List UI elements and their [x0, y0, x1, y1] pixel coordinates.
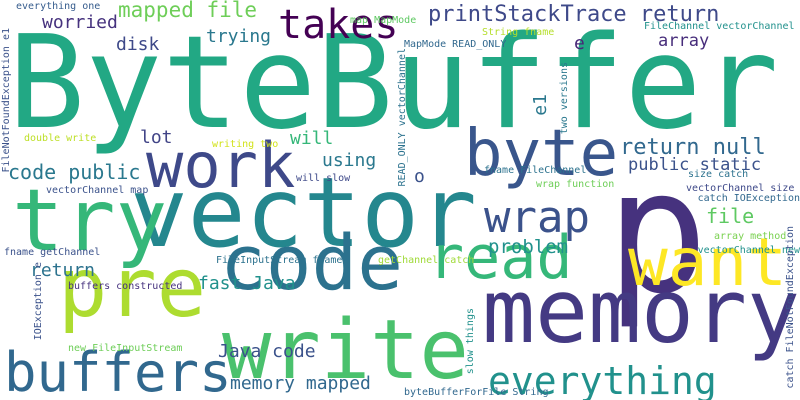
- word-using: using: [322, 150, 377, 171]
- word-vectorchannel-new: vectorChannel new: [697, 245, 800, 256]
- word-catch-ioexception: catch IOException: [697, 193, 800, 204]
- word-bytebufferforfile-string: byteBufferForFile String: [404, 387, 549, 398]
- word-return-null: return null: [620, 135, 766, 160]
- word-array: array: [658, 31, 710, 51]
- word-vectorchannel-map: vectorChannel map: [46, 185, 149, 196]
- word-return: return: [30, 260, 96, 281]
- word-read: read: [428, 223, 573, 293]
- word-byte: byte: [464, 117, 619, 191]
- word-java-code: Java code: [218, 341, 316, 362]
- word-wrap-function: wrap function: [536, 179, 615, 190]
- word-everything: everything: [488, 359, 717, 400]
- word-will-slow: will slow: [296, 173, 351, 184]
- word-write: write: [222, 303, 469, 398]
- word-code: code: [220, 218, 404, 307]
- word-disk: disk: [116, 34, 160, 55]
- word-try: try: [12, 171, 168, 271]
- word-o: o: [414, 166, 425, 187]
- word-code-public: code public: [8, 160, 141, 184]
- word-wrap: wrap: [484, 192, 590, 243]
- word-fname-filechannel: fname FileChannel: [484, 165, 587, 176]
- word-problem: problem: [488, 236, 569, 258]
- word-array-method: array method: [714, 231, 787, 242]
- word-buffers: buffers: [4, 341, 232, 400]
- word-will: will: [290, 128, 334, 149]
- word-fileinputstream-fname: FileInputStream fname: [216, 255, 343, 266]
- word-catch-filenotfoundexception: catch FileNotFoundException: [785, 226, 796, 389]
- word-filenotfoundexception-e1: FileNotFoundException e1: [1, 28, 12, 173]
- word-want: want: [628, 224, 787, 301]
- word-e1: e1: [530, 94, 551, 116]
- word-printstacktrace-return: printStackTrace return: [428, 2, 720, 27]
- word-fname-getchannel: fname getChannel: [4, 247, 101, 258]
- word-file: file: [706, 204, 755, 228]
- word-slow-things: slow things: [465, 308, 476, 375]
- word-mapmode-read-only: MapMode READ_ONLY: [404, 39, 507, 50]
- word-work: work: [146, 129, 296, 202]
- word-vector: vector: [130, 157, 477, 269]
- word-takes: takes: [278, 2, 399, 48]
- word-mapped-file: mapped file: [118, 0, 258, 22]
- word-filechannel-vectorchannel: FileChannel vectorChannel: [644, 21, 795, 32]
- word-memory-mapped: memory mapped: [230, 373, 371, 394]
- word-pre: pre: [58, 241, 207, 336]
- word-fast-java: fast Java: [198, 273, 296, 294]
- word-string-fname: String fname: [482, 27, 555, 38]
- word-vectorchannel-size: vectorChannel size: [686, 183, 795, 194]
- word-lot: lot: [140, 127, 173, 148]
- word-ioexception-e: IOException e: [33, 262, 44, 341]
- word-two-versions: two versions: [559, 62, 570, 135]
- word-worried: worried: [42, 12, 118, 33]
- word-trying: trying: [206, 26, 272, 47]
- word-read-only-vectorchannel: READ_ONLY vectorChannel: [397, 48, 408, 187]
- word-bytebuffer: ByteBuffer: [8, 9, 779, 158]
- word-memory: memory: [482, 260, 800, 363]
- word-writing-two: writing two: [212, 139, 279, 150]
- word-getchannel-catch: getChannel catch: [378, 255, 475, 266]
- word-map-mapmode: map MapMode: [350, 15, 417, 26]
- word-double-write: double write: [24, 133, 97, 144]
- word-buffers-constructed: buffers constructed: [68, 281, 183, 292]
- word-size-catch: size catch: [688, 169, 749, 180]
- word-new-fileinputstream: new FileInputStream: [68, 343, 183, 354]
- word-e: e: [574, 33, 585, 54]
- word-p: p: [606, 134, 709, 332]
- word-everything-one: everything one: [16, 1, 101, 12]
- word-public-static: public static: [628, 155, 762, 175]
